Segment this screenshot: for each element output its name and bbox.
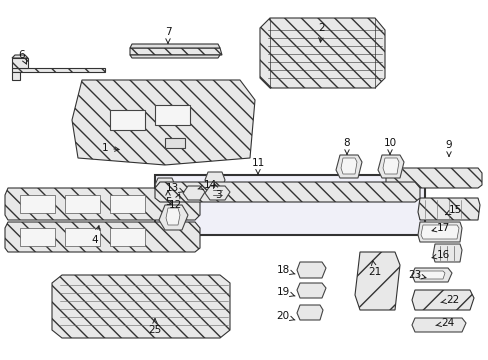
Polygon shape	[110, 110, 145, 130]
Text: 14: 14	[198, 180, 216, 190]
Text: 11: 11	[251, 158, 264, 174]
Polygon shape	[382, 158, 398, 174]
Polygon shape	[5, 222, 200, 252]
Text: 1: 1	[102, 143, 119, 153]
Text: 17: 17	[431, 223, 448, 233]
Polygon shape	[204, 186, 229, 200]
Polygon shape	[20, 195, 55, 213]
Polygon shape	[155, 182, 419, 202]
Polygon shape	[183, 186, 204, 200]
Polygon shape	[385, 168, 481, 188]
Polygon shape	[417, 222, 461, 242]
Polygon shape	[296, 305, 323, 320]
Polygon shape	[12, 55, 28, 58]
Polygon shape	[20, 228, 55, 246]
Polygon shape	[377, 155, 403, 178]
Text: 21: 21	[367, 261, 381, 277]
Polygon shape	[52, 275, 229, 338]
Polygon shape	[5, 188, 200, 220]
Polygon shape	[354, 252, 399, 310]
Polygon shape	[165, 208, 180, 225]
Text: 19: 19	[276, 287, 294, 297]
Text: 6: 6	[19, 50, 26, 64]
Polygon shape	[340, 158, 356, 174]
Polygon shape	[296, 283, 325, 298]
Polygon shape	[12, 68, 105, 72]
Polygon shape	[65, 195, 100, 213]
Polygon shape	[159, 205, 187, 230]
Text: 18: 18	[276, 265, 294, 275]
Polygon shape	[130, 44, 220, 48]
Polygon shape	[296, 262, 325, 278]
Text: 23: 23	[407, 270, 425, 280]
Text: 7: 7	[164, 27, 171, 43]
Text: 2: 2	[318, 23, 325, 42]
Polygon shape	[130, 55, 220, 58]
Polygon shape	[432, 244, 461, 262]
Text: 8: 8	[343, 138, 349, 154]
Text: 16: 16	[431, 250, 448, 260]
Polygon shape	[164, 138, 184, 148]
Polygon shape	[12, 58, 28, 68]
Text: 15: 15	[445, 205, 461, 215]
Polygon shape	[155, 105, 190, 125]
Polygon shape	[65, 228, 100, 246]
Text: 22: 22	[440, 295, 459, 305]
Polygon shape	[411, 268, 451, 282]
Text: 25: 25	[148, 319, 162, 335]
Text: 3: 3	[213, 184, 221, 200]
Text: 13: 13	[165, 183, 183, 193]
Polygon shape	[110, 228, 145, 246]
Text: 9: 9	[445, 140, 451, 156]
Polygon shape	[420, 225, 458, 239]
Polygon shape	[417, 271, 444, 279]
Polygon shape	[12, 72, 20, 80]
Text: 24: 24	[435, 318, 454, 328]
Text: 12: 12	[168, 194, 181, 210]
Polygon shape	[110, 195, 145, 213]
Text: 5: 5	[164, 191, 171, 207]
Polygon shape	[155, 178, 175, 190]
Text: 4: 4	[92, 226, 100, 245]
Polygon shape	[260, 18, 384, 88]
Text: 10: 10	[383, 138, 396, 154]
Polygon shape	[204, 172, 224, 188]
Polygon shape	[411, 290, 473, 310]
Polygon shape	[417, 198, 479, 220]
Bar	[155, 175, 424, 235]
Polygon shape	[411, 318, 465, 332]
Polygon shape	[130, 48, 222, 55]
Polygon shape	[335, 155, 361, 178]
Polygon shape	[72, 80, 254, 165]
Text: 20: 20	[276, 311, 294, 321]
